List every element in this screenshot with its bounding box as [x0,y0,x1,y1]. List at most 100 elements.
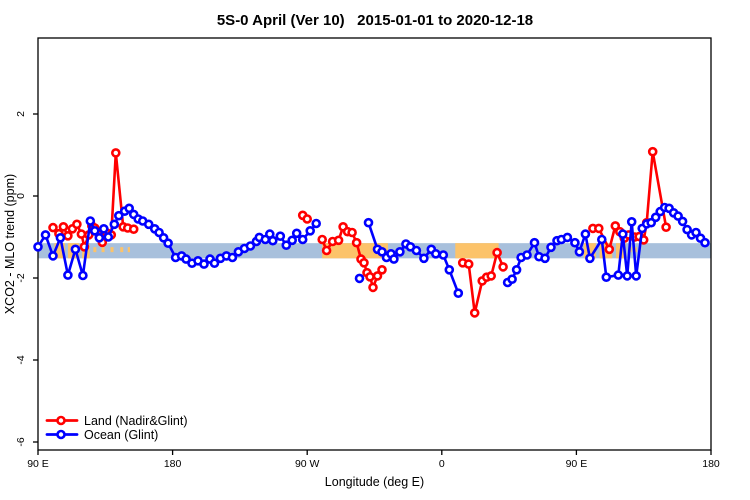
data-point [359,257,369,268]
data-point [511,264,522,275]
data-point [365,271,375,282]
data-point [297,234,308,245]
data-point [438,250,449,260]
data-point [58,222,69,232]
data-point [570,237,580,248]
map-band-land-dot [110,247,114,253]
map-band-land-dot [101,247,105,253]
data-point [63,231,73,241]
map-band-land-dot [120,247,124,253]
data-point [574,247,585,257]
data-point [389,254,399,264]
x-axis-label: Longitude (deg E) [325,475,424,489]
x-tick-label: 0 [439,458,445,470]
x-tick-label: 90 E [566,458,588,470]
map-band-land-dot [93,247,97,253]
data-point [661,222,671,232]
data-point [281,240,292,250]
series-ocean [33,202,710,299]
x-tick-label: 180 [702,458,720,470]
data-point [463,259,474,269]
data-point [647,146,658,157]
data-point [99,224,109,234]
data-point [63,270,73,280]
data-point [677,216,688,227]
data-point [596,234,607,245]
data-point [33,242,43,252]
data-point [522,250,532,260]
data-point [610,221,621,231]
data-point [128,224,139,234]
x-tick-label: 180 [164,458,182,470]
data-point [103,232,114,242]
data-point [395,247,405,257]
data-point [498,262,508,272]
data-point [411,245,422,256]
data-point [354,273,365,284]
data-point [85,216,96,226]
data-point [48,222,58,233]
data-point [562,232,573,243]
map-band-land-segment [455,243,499,259]
chart-title: 5S-0 April (Ver 10) 2015-01-01 to 2020-1… [216,12,534,29]
data-point [377,264,387,275]
y-tick-label: 2 [15,111,27,117]
data-point [529,237,540,248]
data-point [317,234,328,245]
map-band-land-dot [634,247,637,253]
legend-marker [56,429,66,440]
x-tick-label: 90 E [27,458,49,470]
data-point [377,247,387,257]
series-land [48,146,671,318]
legend-label: Ocean (Glint) [84,428,158,442]
x-tick-label: 90 W [295,458,320,470]
data-point [492,247,502,258]
map-band-land-segment [54,243,65,259]
data-point [430,249,441,259]
y-tick-label: -6 [15,437,27,446]
legend-marker [56,415,66,426]
data-point [302,214,313,224]
data-point [691,227,701,238]
data-point [227,252,238,263]
data-point [245,241,256,251]
data-point [631,271,642,281]
data-point [90,226,100,236]
data-point [199,259,209,269]
data-point [368,282,378,293]
map-band-land-segment [322,243,388,259]
map-band-land-dot [127,247,130,253]
data-point [700,237,710,248]
data-point [540,253,550,264]
data-point [580,229,591,239]
data-point [585,253,595,264]
data-point [76,229,87,239]
y-axis-label: XCO2 - MLO trend (ppm) [3,174,17,314]
data-point [143,219,154,230]
data-point [613,270,624,280]
y-tick-label: -2 [15,273,27,282]
y-tick-label: -4 [15,355,27,364]
data-point [163,238,173,248]
data-point [347,227,357,238]
data-point [469,308,480,318]
legend-label: Land (Nadir&Glint) [84,414,188,428]
data-point [109,219,120,230]
data-point [124,203,134,214]
data-point [363,217,374,228]
data-point [321,245,332,256]
data-point [372,271,383,281]
data-point [546,242,556,253]
legend: Land (Nadir&Glint)Ocean (Glint) [45,414,188,442]
data-point [593,223,604,234]
data-point [419,253,429,264]
data-point [650,212,661,223]
data-point [311,218,322,229]
data-point [305,226,316,236]
data-point [444,264,455,275]
data-point [291,228,302,239]
data-point [70,244,81,255]
data-point [114,210,124,221]
data-point [209,258,220,269]
